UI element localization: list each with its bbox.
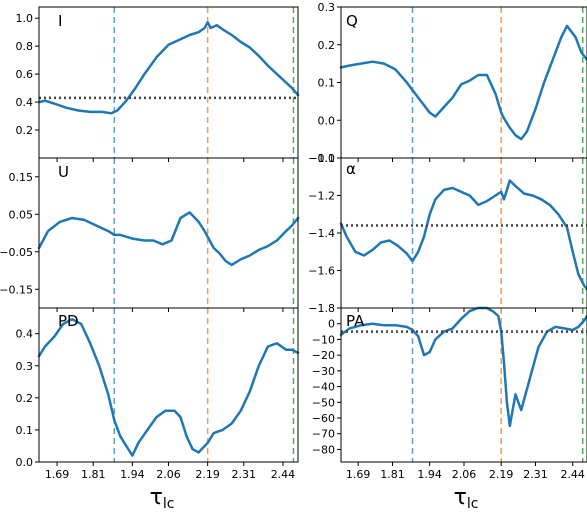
svg-text:τlc: τlc xyxy=(454,485,479,512)
y-tick-label-pa: −50 xyxy=(312,396,335,409)
y-tick-label-alpha: −1.8 xyxy=(308,302,335,315)
y-tick-label-pa: −10 xyxy=(312,333,335,346)
y-tick-label-i: 0.2 xyxy=(16,124,34,137)
axes-frame-pd xyxy=(38,307,299,463)
x-tick-label: 2.31 xyxy=(523,468,548,481)
y-tick-label-q: 0.1 xyxy=(318,77,336,90)
axes-frame-alpha xyxy=(340,157,587,309)
y-tick-label-q: −0.1 xyxy=(308,152,335,165)
y-tick-label-i: 0.6 xyxy=(16,68,34,81)
x-tick-label: 2.19 xyxy=(195,468,220,481)
x-tick-label: 2.44 xyxy=(560,468,585,481)
y-tick-label-pa: −70 xyxy=(312,428,335,441)
x-axis-title-right: τlc xyxy=(454,485,479,512)
panel-label-i: I xyxy=(58,12,62,30)
y-tick-label-pd: 0.4 xyxy=(16,328,34,341)
x-tick-label: 1.81 xyxy=(380,468,405,481)
y-tick-label-i: 0.8 xyxy=(16,40,34,53)
y-tick-label-pa: −20 xyxy=(312,349,335,362)
series-line-u xyxy=(37,211,300,267)
y-tick-label-pa: −30 xyxy=(312,365,335,378)
series-line-i xyxy=(37,21,300,115)
x-axis-title-subscript: lc xyxy=(163,496,175,512)
axes-frame-u xyxy=(38,157,299,309)
y-tick-label-pa: 0 xyxy=(328,318,335,331)
panel-pd: 1.69 1.81 1.94 2.06 2.19 2.31 2.44 0.0 0.1 0.2 0.3… xyxy=(16,307,300,481)
series-line-pa xyxy=(339,306,587,428)
x-axis-title-subscript: lc xyxy=(467,496,479,512)
panel-i: 0.2 0.4 0.6 0.8 1.0 I xyxy=(16,6,300,162)
y-tick-label-q: 0.0 xyxy=(318,114,336,127)
x-tick-label: 1.94 xyxy=(120,468,145,481)
panel-u: −0.15 −0.05 0.05 0.15 U xyxy=(0,157,300,312)
x-tick-label: 2.44 xyxy=(271,468,296,481)
panel-label-u: U xyxy=(58,163,69,181)
panel-q: −0.1 0.0 0.1 0.2 0.3 Q xyxy=(308,1,587,165)
y-tick-label-alpha: −1.0 xyxy=(308,152,335,165)
y-tick-label-alpha: −1.4 xyxy=(308,227,335,240)
y-tick-label-i: 0.4 xyxy=(16,96,34,109)
panel-label-alpha: α xyxy=(346,160,356,178)
series-line-alpha xyxy=(339,179,587,291)
x-tick-label: 2.06 xyxy=(452,468,477,481)
x-axis-title-left: τlc xyxy=(150,485,175,512)
panel-pa: 1.69 1.81 1.94 2.06 2.19 2.31 2.44 −80 −70 −60 −50… xyxy=(312,306,587,481)
y-tick-label-u: 0.15 xyxy=(9,171,34,184)
y-tick-label-pd: 0.0 xyxy=(16,456,34,469)
panel-alpha: −1.8 −1.6 −1.4 −1.2 −1.0 α xyxy=(308,152,587,315)
panel-label-pa: PA xyxy=(346,312,365,330)
y-tick-label-q: 0.2 xyxy=(318,39,336,52)
y-tick-label-u: −0.15 xyxy=(0,283,33,296)
axes-frame-i xyxy=(38,6,299,159)
x-axis-title-symbol: τ xyxy=(150,485,163,510)
svg-text:τlc: τlc xyxy=(150,485,175,512)
x-tick-label: 2.19 xyxy=(489,468,514,481)
series-line-pd xyxy=(37,317,300,457)
y-tick-label-u: 0.05 xyxy=(9,208,34,221)
x-axis-title-symbol: τ xyxy=(454,485,467,510)
axes-frame-pa xyxy=(340,307,587,463)
y-tick-label-alpha: −1.6 xyxy=(308,265,335,278)
x-tick-label: 1.69 xyxy=(45,468,70,481)
y-tick-label-u: −0.05 xyxy=(0,246,33,259)
y-tick-label-pd: 0.2 xyxy=(16,392,34,405)
panel-label-pd: PD xyxy=(58,312,79,330)
x-tick-label: 2.06 xyxy=(156,468,181,481)
y-tick-label-pd: 0.1 xyxy=(16,424,34,437)
y-tick-label-alpha: −1.2 xyxy=(308,190,335,203)
x-tick-label: 1.94 xyxy=(417,468,442,481)
y-tick-label-i: 1.0 xyxy=(16,12,34,25)
x-tick-label: 1.69 xyxy=(346,468,371,481)
x-tick-label: 1.81 xyxy=(81,468,106,481)
series-line-q xyxy=(339,24,587,141)
y-tick-label-pd: 0.3 xyxy=(16,360,34,373)
x-tick-label: 2.31 xyxy=(232,468,257,481)
panel-label-q: Q xyxy=(346,12,358,30)
y-tick-label-pa: −40 xyxy=(312,381,335,394)
y-tick-label-pa: −80 xyxy=(312,443,335,456)
y-tick-label-pa: −60 xyxy=(312,412,335,425)
y-tick-label-q: 0.3 xyxy=(318,1,336,14)
